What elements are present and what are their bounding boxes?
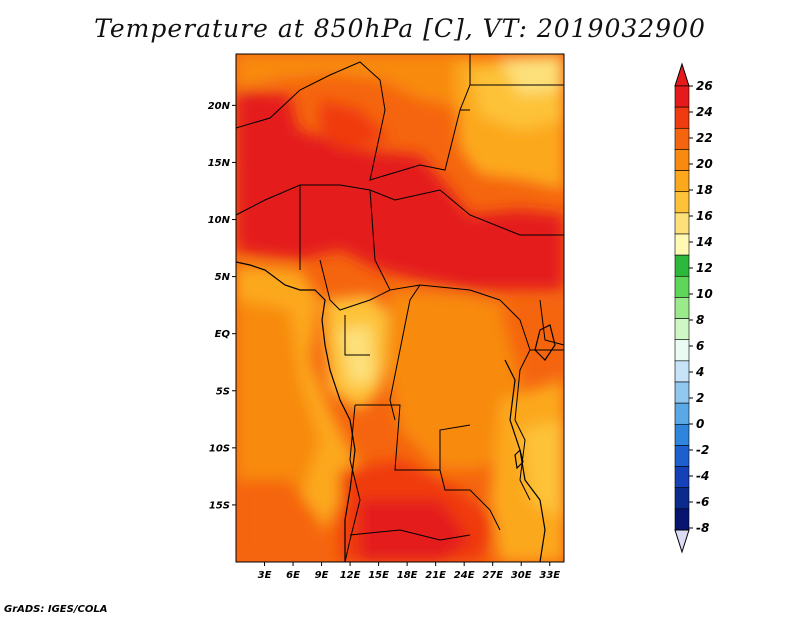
grads-credit: GrADS: IGES/COLA: [4, 604, 108, 615]
colorbar-label: 16: [696, 209, 713, 223]
chart-title: Temperature at 850hPa [C], VT: 201903290…: [94, 14, 706, 43]
colorbar-label: -8: [696, 521, 709, 535]
colorbar-swatch: [674, 191, 690, 214]
x-tick-label: 30E: [511, 570, 532, 581]
colorbar-label: 24: [696, 105, 713, 119]
x-tick-label: 27E: [482, 570, 503, 581]
y-tick-label: 20N: [208, 101, 231, 112]
colorbar-swatch: [674, 106, 690, 129]
colorbar-swatch: [674, 466, 690, 489]
colorbar-swatch: [674, 423, 690, 446]
colorbar-swatch: [674, 254, 690, 277]
map-frame: [235, 53, 565, 563]
colorbar-label: 18: [696, 183, 713, 197]
colorbar-label: 2: [696, 391, 704, 405]
x-tick-label: 33E: [539, 570, 560, 581]
colorbar-label: 10: [696, 287, 713, 301]
colorbar-swatch: [674, 170, 690, 193]
x-tick-label: 18E: [397, 570, 418, 581]
x-tick-label: 3E: [258, 570, 272, 581]
y-tick-label: 5N: [215, 272, 231, 283]
colorbar-label: 26: [696, 79, 713, 93]
coastlines: [236, 261, 556, 562]
colorbar-swatch: [674, 233, 690, 256]
colorbar-swatch: [674, 318, 690, 341]
y-tick-label: 10N: [208, 215, 231, 226]
colorbar-swatch: [674, 212, 690, 235]
colorbar-under-arrow: [674, 529, 690, 554]
country-borders: [236, 54, 564, 562]
colorbar-swatch: [674, 297, 690, 319]
colorbar-swatch: [674, 149, 690, 171]
colorbar-label: 20: [696, 157, 713, 171]
colorbar-swatch: [674, 402, 690, 425]
y-axis-ticks: 20N 15N 10N 5N EQ 5S 10S 15S: [208, 101, 236, 511]
x-tick-label: 15E: [368, 570, 389, 581]
colorbar-label: 8: [696, 313, 704, 327]
y-tick-label: 15N: [208, 158, 231, 169]
colorbar-label: 0: [696, 417, 704, 431]
y-tick-label: EQ: [215, 329, 231, 340]
colorbar-label: 4: [695, 365, 704, 379]
colorbar-label: -4: [696, 469, 709, 483]
colorbar-swatch: [674, 487, 690, 510]
colorbar-swatch: [674, 339, 690, 362]
colorbar-swatch: [674, 360, 690, 383]
colorbar-label: -6: [696, 495, 709, 509]
x-tick-label: 6E: [286, 570, 300, 581]
colorbar-swatch: [674, 127, 690, 150]
y-tick-label: 5S: [216, 386, 230, 397]
x-tick-label: 21E: [425, 570, 446, 581]
colorbar-swatch: [674, 445, 690, 467]
colorbar-swatch: [674, 275, 690, 298]
x-tick-label: 9E: [315, 570, 329, 581]
colorbar-swatch: [674, 508, 690, 531]
colorbar-label: 6: [696, 339, 704, 353]
colorbar-swatch: [674, 85, 690, 108]
colorbar-label: 12: [696, 261, 713, 275]
x-tick-label: 24E: [454, 570, 475, 581]
temperature-field: [236, 54, 564, 562]
colorbar-label: -2: [696, 443, 709, 457]
x-axis-ticks: 3E 6E 9E 12E 15E 18E 21E 24E 27E 30E 33E: [258, 562, 560, 581]
colorbar-over-arrow: [674, 62, 690, 87]
colorbar-label: 22: [696, 131, 713, 145]
x-tick-label: 12E: [340, 570, 361, 581]
colorbar-label: 14: [696, 235, 713, 249]
colorbar-swatch: [674, 381, 690, 404]
y-tick-label: 15S: [209, 500, 230, 511]
y-tick-label: 10S: [209, 443, 230, 454]
